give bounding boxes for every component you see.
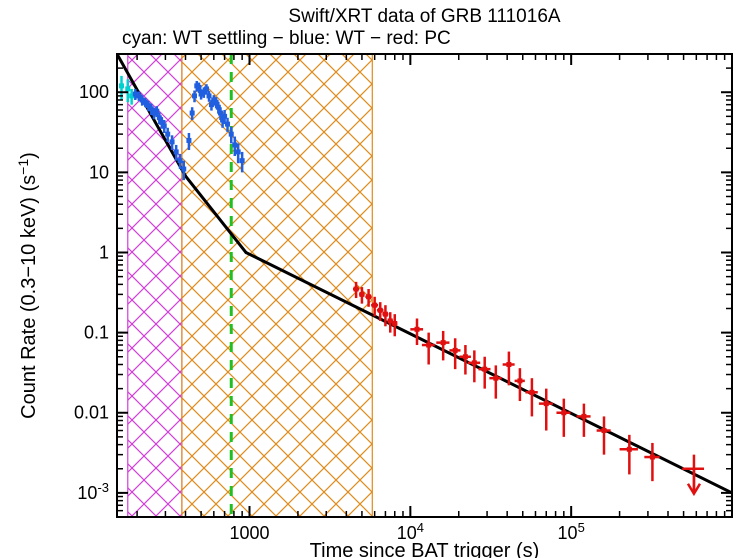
y-tick-label: 0.01: [74, 403, 109, 423]
y-tick-label: 10-3: [77, 480, 109, 503]
y-tick-label: 0.1: [84, 323, 109, 343]
y-tick-label: 1: [99, 242, 109, 262]
x-tick-label: 105: [558, 520, 585, 543]
chart-title: Swift/XRT data of GRB 111016A: [288, 6, 560, 27]
series-pc: [353, 282, 704, 494]
chart-subtitle: cyan: WT settling − blue: WT − red: PC: [122, 28, 451, 49]
y-tick-label: 10: [89, 162, 109, 182]
y-axis-label: Count Rate (0.3−10 keV) (s−1): [15, 152, 40, 419]
x-tick-label: 1000: [229, 523, 269, 543]
lightcurve-chart: 100010410510-30.010.1110100Swift/XRT dat…: [0, 0, 746, 558]
y-tick-label: 100: [79, 82, 109, 102]
x-axis-label: Time since BAT trigger (s): [310, 540, 540, 558]
hatched-region-1: [182, 54, 372, 517]
